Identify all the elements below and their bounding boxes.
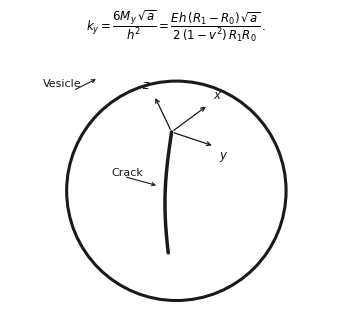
Text: y: y — [219, 149, 226, 162]
Text: z: z — [142, 79, 148, 92]
Text: Crack: Crack — [111, 168, 143, 178]
Text: x: x — [213, 89, 220, 102]
Text: Vesicle: Vesicle — [43, 79, 81, 89]
Text: $k_y = \dfrac{6M_y\,\sqrt{a}}{h^2} = \dfrac{Eh\,(R_1 - R_0)\,\sqrt{a}}{2\,(1-v^2: $k_y = \dfrac{6M_y\,\sqrt{a}}{h^2} = \df… — [86, 8, 266, 44]
